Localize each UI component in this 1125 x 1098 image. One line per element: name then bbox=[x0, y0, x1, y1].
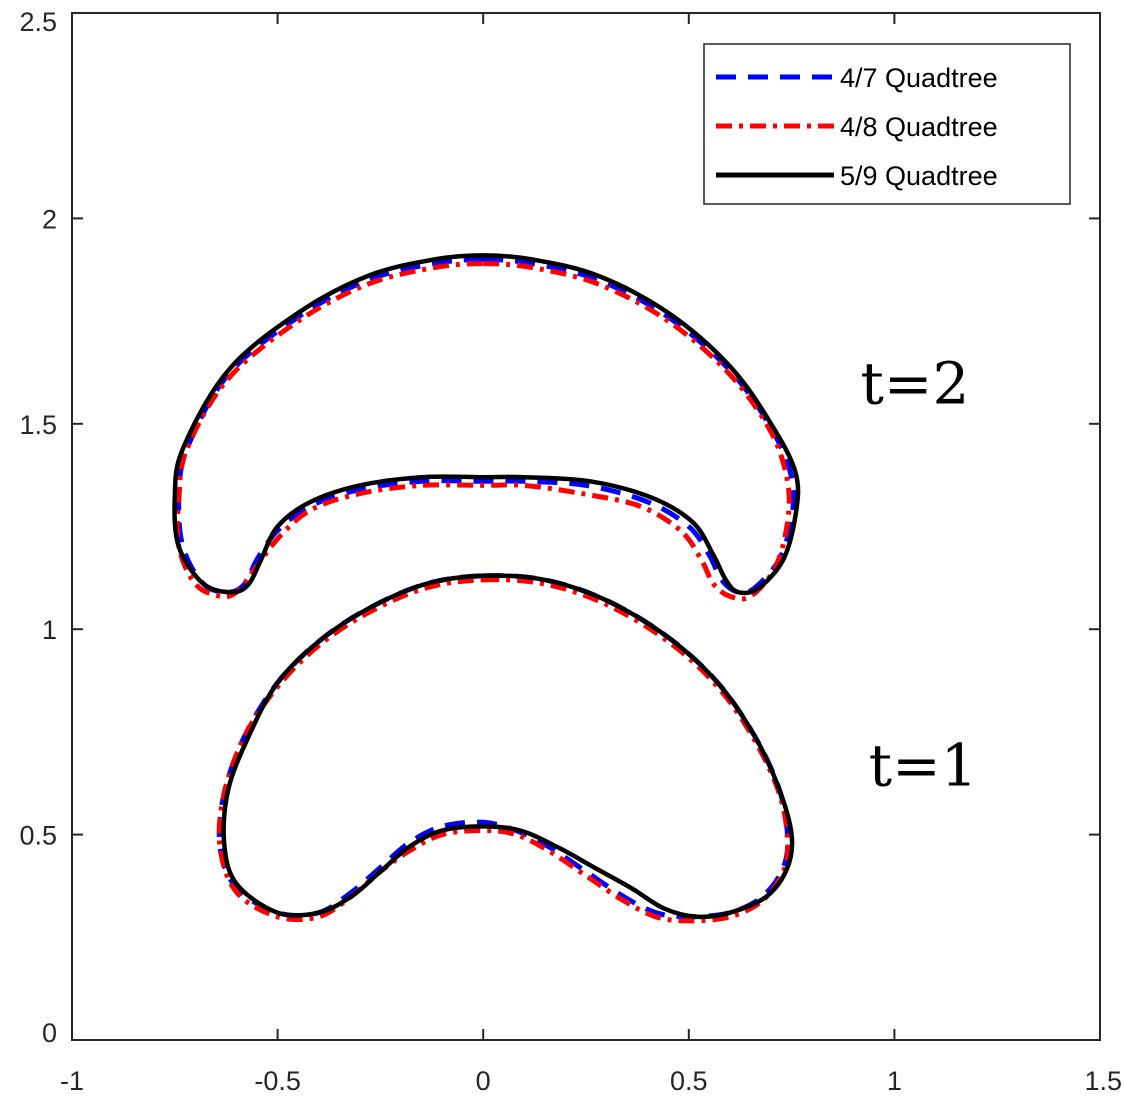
series-3-curve-2 bbox=[221, 573, 795, 920]
y-tick-label: 0 bbox=[42, 1018, 57, 1048]
x-tick-label: -1 bbox=[60, 1066, 84, 1096]
legend: 4/7 Quadtree 4/8 Quadtree 5/9 Quadtree bbox=[703, 43, 1071, 205]
x-tick-label: 0.5 bbox=[670, 1066, 708, 1096]
series-1-curve-2 bbox=[216, 573, 791, 920]
annotations: t=2 t=1 bbox=[861, 349, 978, 799]
annotation-1: t=2 bbox=[861, 349, 970, 417]
x-tick-label: 1.5 bbox=[1084, 1066, 1122, 1096]
plot-area-frame bbox=[71, 12, 1101, 1041]
axis-ticks: -1 -0.5 0 0.5 1 1.5 0 0.5 1 1.5 2 2.5 bbox=[19, 7, 1122, 1096]
y-tick-label: 2 bbox=[42, 204, 57, 234]
series-2-curve-2 bbox=[216, 577, 791, 924]
x-tick-label: 0 bbox=[476, 1066, 491, 1096]
y-tick-label: 1.5 bbox=[19, 410, 57, 440]
legend-label-3: 5/9 Quadtree bbox=[840, 161, 998, 191]
y-tick-label: 0.5 bbox=[19, 821, 57, 851]
legend-label-1: 4/7 Quadtree bbox=[840, 63, 998, 93]
x-tick-label: 1 bbox=[887, 1066, 902, 1096]
series-2-curve-1 bbox=[174, 261, 792, 602]
y-tick-label: 2.5 bbox=[19, 7, 57, 37]
y-tick-label: 1 bbox=[42, 615, 57, 645]
x-tick-label: -0.5 bbox=[254, 1066, 301, 1096]
legend-label-2: 4/8 Quadtree bbox=[840, 112, 998, 142]
series-3-curve-1 bbox=[172, 253, 801, 596]
annotation-2: t=1 bbox=[869, 731, 978, 799]
curves-layer bbox=[172, 253, 801, 924]
